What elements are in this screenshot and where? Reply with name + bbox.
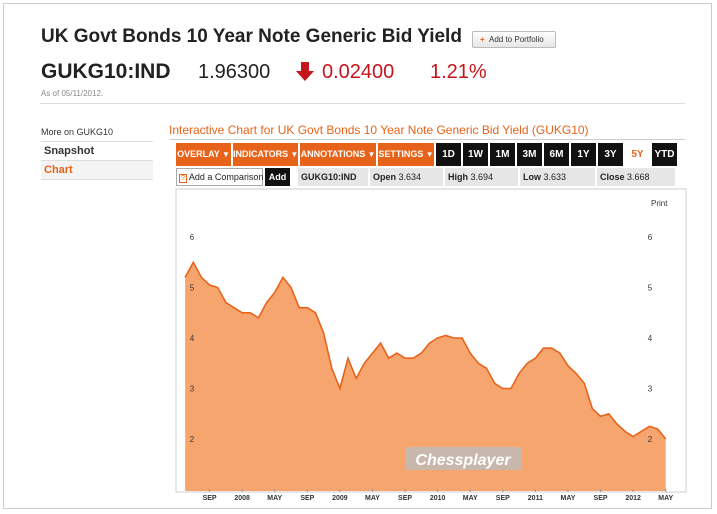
y-tick-label-right: 4 <box>648 334 653 343</box>
y-tick-label: 2 <box>190 435 195 444</box>
divider <box>40 103 685 104</box>
y-tick-label: 5 <box>190 284 195 293</box>
area <box>185 262 666 491</box>
x-tick-label: MAY <box>365 495 380 502</box>
sidebar-heading: More on GUKG10 <box>41 127 114 137</box>
chart-title: Interactive Chart for UK Govt Bonds 10 Y… <box>169 123 589 137</box>
down-arrow <box>296 62 314 81</box>
change: 0.02400 <box>322 61 395 83</box>
y-tick-label-right: 3 <box>648 385 653 394</box>
y-tick-label-right: 6 <box>648 233 653 242</box>
close: Close 3.668 <box>597 168 675 186</box>
open-label: Open <box>373 172 397 182</box>
range-button[interactable]: 3Y <box>598 143 623 166</box>
x-tick-label: MAY <box>463 495 478 502</box>
range-button[interactable]: 1M <box>490 143 515 166</box>
x-tick-label: SEP <box>398 495 412 502</box>
x-tick-label: 2012 <box>625 495 641 502</box>
y-tick-label-right: 2 <box>648 435 653 444</box>
comparison-placeholder: Add a Comparison <box>188 172 264 182</box>
x-tick-label: MAY <box>561 495 576 502</box>
x-tick-label: SEP <box>300 495 314 502</box>
x-tick-label: 2010 <box>430 495 446 502</box>
range-button[interactable]: 1D <box>436 143 461 166</box>
close-value: 3.668 <box>627 172 650 182</box>
x-tick-label: 2009 <box>332 495 348 502</box>
ticker: GUKG10:IND <box>41 60 171 83</box>
high-label: High <box>448 172 468 182</box>
comparison-input[interactable]: ? Add a Comparison <box>176 168 263 186</box>
watermark-box <box>405 447 521 470</box>
x-tick-label: SEP <box>496 495 510 502</box>
range-button[interactable]: 5Y <box>625 143 650 166</box>
print[interactable]: Print <box>651 199 668 208</box>
menu-button[interactable]: INDICATORS <box>233 143 298 166</box>
watermark: Chessplayer <box>415 452 511 469</box>
close-label: Close <box>600 172 625 182</box>
y-tick-label-right: 5 <box>648 284 653 293</box>
as-of: As of 05/11/2012. <box>41 89 104 98</box>
sidebar-item[interactable]: Snapshot <box>41 141 153 160</box>
title: UK Govt Bonds 10 Year Note Generic Bid Y… <box>41 26 462 47</box>
high-value: 3.694 <box>470 172 494 182</box>
x-tick-label: SEP <box>594 495 608 502</box>
range-button[interactable]: YTD <box>652 143 677 166</box>
frame <box>3 3 712 509</box>
x-tick-label: MAY <box>658 495 673 502</box>
menu-button[interactable]: OVERLAY <box>176 143 231 166</box>
open: Open 3.634 <box>370 168 443 186</box>
add-button[interactable]: Add <box>265 168 290 186</box>
open-value: 3.634 <box>398 172 422 182</box>
low: Low 3.633 <box>520 168 595 186</box>
y-tick-label: 3 <box>190 385 195 394</box>
y-tick-label: 6 <box>190 233 195 242</box>
help[interactable]: ? <box>179 174 187 183</box>
line <box>184 260 667 440</box>
low-label: Low <box>523 172 541 182</box>
high: High 3.694 <box>445 168 518 186</box>
symbol: GUKG10:IND <box>298 168 368 186</box>
x-tick-label: 2008 <box>234 495 250 502</box>
range-button[interactable]: 3M <box>517 143 542 166</box>
divider <box>170 139 685 140</box>
menu-button[interactable]: ANNOTATIONS <box>300 143 376 166</box>
y-tick-label: 4 <box>190 334 195 343</box>
range-button[interactable]: 6M <box>544 143 569 166</box>
price: 1.96300 <box>198 61 271 83</box>
x-tick-label: 2011 <box>528 495 543 502</box>
add-to-portfolio[interactable]: Add to Portfolio <box>464 31 556 48</box>
x-tick-label: MAY <box>267 495 282 502</box>
change-pct: 1.21% <box>430 61 487 83</box>
x-tick-label: SEP <box>203 495 217 502</box>
menu-button[interactable]: SETTINGS <box>378 143 434 166</box>
sidebar-item[interactable]: Chart <box>41 160 153 180</box>
range-button[interactable]: 1Y <box>571 143 596 166</box>
low-value: 3.633 <box>543 172 567 182</box>
range-button[interactable]: 1W <box>463 143 488 166</box>
